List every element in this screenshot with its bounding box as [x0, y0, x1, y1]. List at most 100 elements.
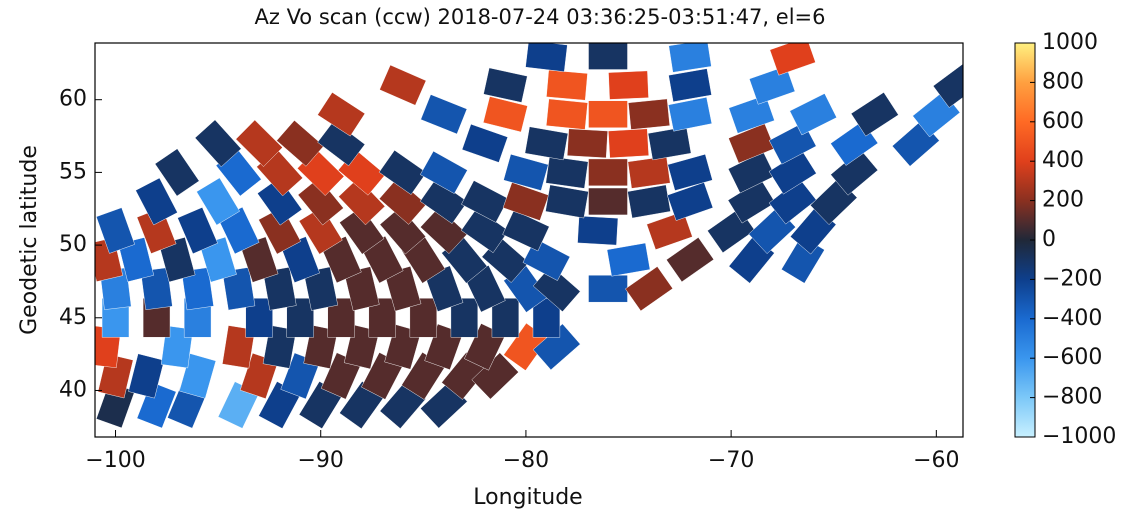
cell: [850, 92, 899, 137]
cell: [327, 298, 355, 338]
cell: [728, 123, 776, 164]
cell: [461, 123, 508, 163]
cell: [339, 206, 385, 255]
cell: [257, 177, 303, 226]
x-axis-label: Longitude: [473, 485, 582, 510]
cell: [625, 266, 674, 312]
cell: [222, 267, 256, 311]
x-tick-label: −60: [913, 448, 959, 473]
cell: [728, 94, 775, 134]
x-tick-label: −90: [298, 448, 344, 473]
cell: [235, 119, 283, 167]
cell: [420, 94, 468, 135]
cells: [95, 43, 963, 429]
cell: [577, 215, 619, 246]
cell: [666, 182, 714, 221]
cell: [667, 153, 713, 191]
colorbar-tick-label: −200: [1042, 266, 1102, 291]
cell: [128, 353, 165, 399]
cell: [627, 184, 671, 219]
x-tick-label: −70: [708, 448, 754, 473]
cell: [628, 98, 670, 130]
cell: [646, 211, 693, 250]
cell: [96, 207, 136, 254]
cell: [588, 187, 628, 216]
cell: [545, 156, 589, 189]
cell: [608, 70, 649, 100]
cell: [179, 353, 217, 399]
y-tick-label: 40: [59, 377, 87, 402]
colorbar-tick-label: 600: [1042, 109, 1084, 134]
cell: [181, 267, 214, 311]
chart-title: Az Vo scan (ccw) 2018-07-24 03:36:25-03:…: [255, 5, 826, 29]
cell: [140, 267, 173, 310]
plot-frame: [94, 42, 964, 438]
colorbar-tick-label: −600: [1042, 345, 1102, 370]
x-tick-label: −100: [85, 448, 145, 473]
cell: [588, 43, 628, 70]
cell: [545, 184, 589, 219]
cell: [588, 275, 628, 303]
cell: [647, 126, 692, 161]
cell: [789, 93, 837, 136]
cell: [668, 43, 712, 73]
cell: [297, 177, 344, 226]
cell: [409, 298, 437, 338]
y-tick-label: 60: [59, 87, 87, 112]
colorbar-tick-label: 1000: [1042, 30, 1098, 55]
colorbar-tick-label: 800: [1042, 69, 1084, 94]
cell: [627, 156, 671, 189]
y-tick-label: 45: [59, 305, 87, 330]
cell: [258, 206, 302, 255]
cell: [286, 298, 314, 338]
cell: [546, 69, 588, 101]
cell: [154, 148, 200, 197]
cell: [177, 207, 218, 255]
cell: [608, 128, 649, 159]
cell: [588, 158, 628, 187]
cell: [525, 43, 568, 72]
cell: [368, 298, 396, 338]
cell: [502, 182, 550, 221]
cell: [196, 177, 240, 226]
colorbar-tick-label: −400: [1042, 306, 1102, 331]
cell: [491, 298, 520, 338]
cell: [245, 298, 273, 338]
cell: [194, 119, 242, 168]
cell: [503, 153, 549, 191]
cell: [749, 65, 796, 105]
cell: [378, 149, 427, 195]
cell: [668, 68, 712, 102]
cell: [461, 180, 509, 223]
cell: [379, 64, 427, 106]
cell: [482, 96, 528, 133]
cell: [419, 150, 468, 194]
cell: [379, 206, 426, 255]
cell: [546, 98, 588, 130]
cell: [567, 128, 608, 159]
colorbar-tick-label: −1000: [1042, 424, 1116, 449]
x-tick-label: −80: [503, 448, 549, 473]
cell: [532, 298, 561, 338]
cell: [298, 206, 343, 255]
cell: [932, 62, 963, 108]
cell: [588, 100, 628, 128]
cell: [666, 237, 715, 283]
colorbar-tick-label: 0: [1042, 227, 1056, 252]
y-axis-label: Geodetic latitude: [17, 145, 42, 335]
cell: [606, 242, 651, 277]
cell: [317, 92, 366, 137]
colorbar-tick-label: −800: [1042, 385, 1102, 410]
cell: [524, 126, 569, 161]
cell: [450, 298, 479, 338]
colorbar-tick-label: 400: [1042, 148, 1084, 173]
cell: [135, 177, 178, 226]
cell: [532, 265, 581, 312]
cell: [483, 67, 528, 103]
cell: [668, 96, 713, 132]
y-tick-label: 55: [59, 159, 87, 184]
colorbar-tick-label: 200: [1042, 188, 1084, 213]
cell: [338, 177, 386, 226]
cell: [502, 209, 550, 252]
